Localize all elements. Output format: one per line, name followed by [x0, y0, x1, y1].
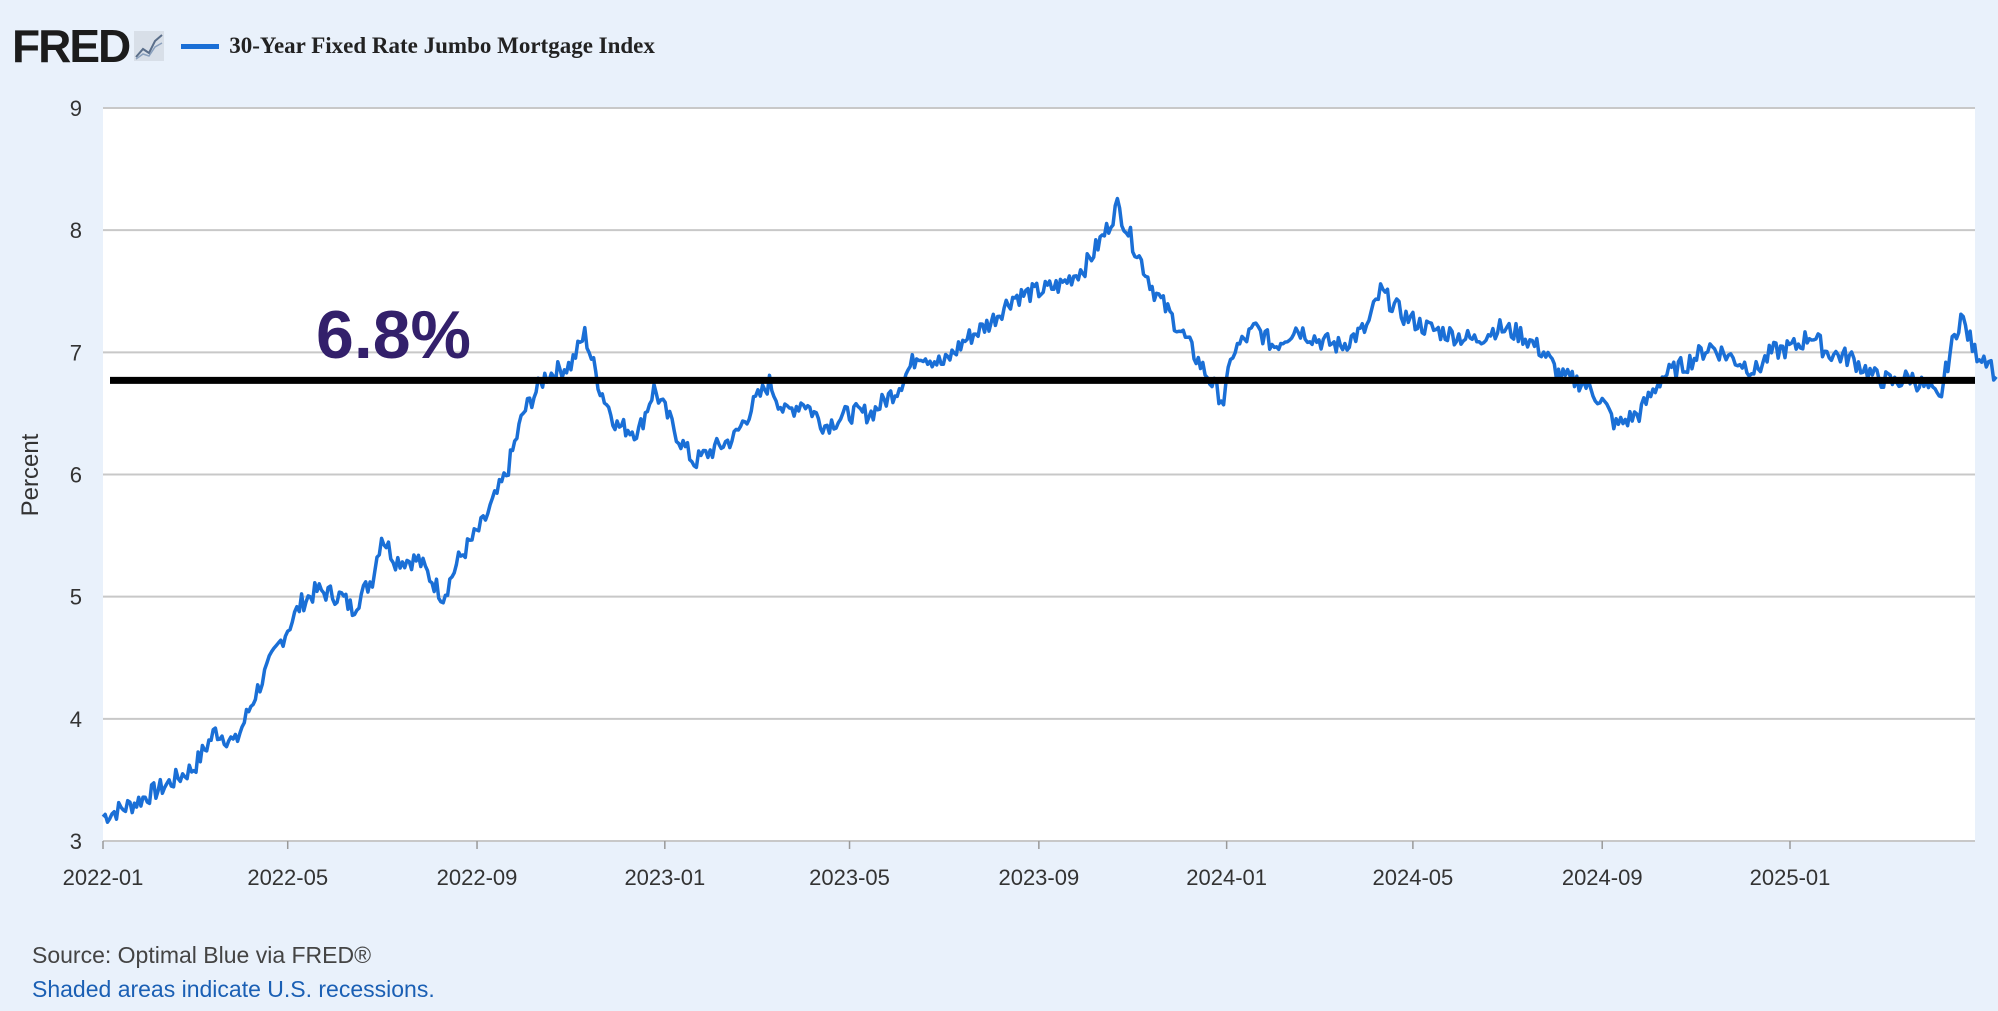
- y-tick-label: 5: [70, 585, 82, 610]
- x-tick-label: 2023-09: [998, 865, 1079, 890]
- graph-icon: [134, 31, 165, 61]
- y-tick-label: 8: [70, 218, 82, 243]
- x-tick-label: 2025-01: [1750, 865, 1831, 890]
- recession-note-link[interactable]: Shaded areas indicate U.S. recessions.: [32, 976, 435, 1002]
- chart-header: FRED 30-Year Fixed Rate Jumbo Mortgage I…: [12, 16, 655, 76]
- x-tick-label: 2023-01: [624, 865, 705, 890]
- legend-swatch: [181, 43, 220, 49]
- fred-logo[interactable]: FRED: [12, 20, 131, 72]
- x-tick-label: 2022-05: [247, 865, 328, 890]
- chart-footer: Source: Optimal Blue via FRED® Shaded ar…: [32, 938, 435, 1006]
- x-tick-label: 2023-05: [809, 865, 890, 890]
- series-line: [101, 196, 1998, 824]
- x-tick-label: 2022-01: [63, 865, 144, 890]
- x-tick-label: 2024-01: [1186, 865, 1267, 890]
- y-tick-label: 7: [70, 340, 82, 365]
- y-tick-label: 4: [70, 707, 82, 732]
- source-note: Source: Optimal Blue via FRED®: [32, 942, 372, 968]
- x-tick-label: 2024-05: [1373, 865, 1454, 890]
- y-tick-label: 6: [70, 463, 82, 488]
- y-axis-label: Percent: [17, 433, 44, 516]
- legend-series-title[interactable]: 30-Year Fixed Rate Jumbo Mortgage Index: [229, 33, 655, 58]
- y-tick-label: 9: [70, 96, 82, 121]
- reference-annotation: 6.8%: [316, 297, 471, 373]
- y-tick-label: 3: [70, 829, 82, 854]
- x-tick-label: 2022-09: [437, 865, 518, 890]
- line-chart: 3 4 5 6 7 8 9 2022-01 2022-05 2022-09 2023-01 2023…: [17, 96, 1998, 890]
- x-tick-label: 2024-09: [1562, 865, 1643, 890]
